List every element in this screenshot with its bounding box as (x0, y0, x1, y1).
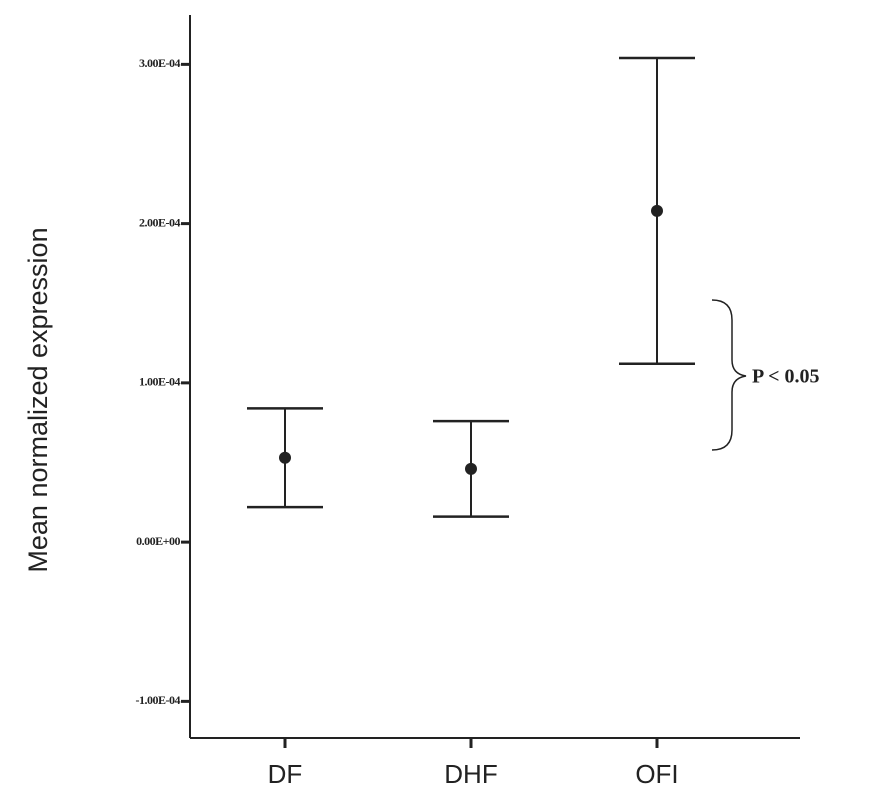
y-tick-label: 2.00E-04 (139, 215, 181, 229)
y-tick-label: 0.00E+00 (136, 534, 180, 548)
significance-brace (711, 299, 747, 451)
y-tick-label: -1.00E-04 (136, 693, 181, 707)
x-tick-label: OFI (635, 759, 678, 789)
mean-point (651, 204, 663, 217)
mean-point (465, 462, 477, 475)
annotation: P < 0.05 (752, 366, 820, 388)
x-tick-label: DHF (444, 759, 497, 789)
y-tick-label: 1.00E-04 (139, 375, 181, 389)
y-tick-label: 3.00E-04 (139, 56, 181, 70)
y-axis-label: Mean normalized expression (23, 227, 53, 572)
mean-point (279, 451, 291, 464)
x-tick-label: DF (268, 759, 303, 789)
